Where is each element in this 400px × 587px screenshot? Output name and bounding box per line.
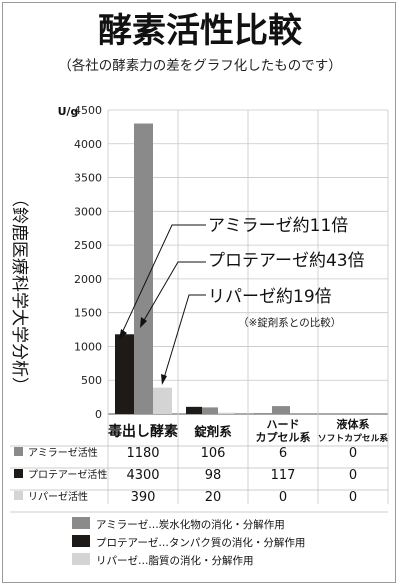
ytick-label: 2000 [74, 273, 102, 286]
ytick-label: 3000 [74, 205, 102, 218]
ytick-label: 3500 [74, 172, 102, 185]
row-swatch [14, 469, 23, 478]
row-swatch [14, 447, 23, 456]
arrowhead-protease [140, 317, 147, 328]
table-cell: 1180 [126, 446, 159, 461]
arrowhead-amylase [119, 329, 127, 340]
unit-label: U/g [58, 105, 79, 118]
outer-frame [2, 2, 396, 583]
bar-1-0 [134, 123, 153, 414]
annotation-lipase: リパーゼ約19倍 [208, 287, 332, 307]
ytick-label: 2500 [74, 239, 102, 252]
ytick-label: 1000 [74, 340, 102, 353]
category-label: ハード [267, 418, 300, 431]
bar-0-1 [186, 406, 202, 414]
category-label: カプセル系 [256, 430, 311, 444]
page-title: 酵素活性比較 [98, 11, 303, 51]
legend-label: プロテアーゼ…タンパク質の消化・分解作用 [96, 536, 305, 549]
annotation-protease: プロテアーゼ約43倍 [208, 251, 365, 271]
row-header: リパーゼ活性 [28, 490, 88, 503]
table-cell: 0 [349, 468, 357, 483]
ytick-label: 4000 [74, 138, 102, 151]
annotation-amylase: アミラーゼ約11倍 [208, 216, 348, 236]
bar-1-2 [272, 406, 290, 414]
table-cell: 0 [279, 490, 287, 505]
table-cell: 0 [349, 490, 357, 505]
arrowhead-lipase [161, 374, 167, 385]
arrow-protease [142, 261, 206, 323]
bar-1-1 [202, 407, 218, 414]
row-header: プロテアーゼ活性 [28, 468, 107, 481]
table-cell: 390 [131, 490, 156, 505]
ytick-label: 0 [95, 408, 102, 421]
table-cell: 117 [271, 468, 296, 483]
legend-swatch [72, 535, 90, 547]
side-label: （鈴鹿医療科学大学分析） [9, 190, 29, 394]
row-header: アミラーゼ活性 [28, 446, 98, 459]
table-cell: 6 [279, 446, 287, 461]
category-label: 錠剤系 [194, 424, 232, 439]
legend-label: アミラーゼ…炭水化物の消化・分解作用 [96, 518, 285, 531]
annotation-note: （※錠剤系との比較） [238, 316, 341, 329]
category-label: 液体系 [337, 417, 370, 431]
bar-0-0 [115, 334, 134, 414]
ytick-label: 1500 [74, 307, 102, 320]
table-cell: 20 [205, 490, 222, 505]
table-cell: 98 [205, 468, 222, 483]
bar-2-0 [153, 387, 172, 414]
arrow-lipase [163, 294, 206, 379]
bar-2-1 [218, 412, 234, 414]
table-cell: 0 [349, 446, 357, 461]
legend-swatch [72, 553, 90, 565]
page-subtitle: （各社の酵素力の差をグラフ化したものです） [58, 58, 342, 74]
ytick-label: 500 [81, 374, 102, 387]
ytick-label: 4500 [74, 104, 102, 117]
table-cell: 106 [201, 446, 226, 461]
category-label: 毒出し酵素 [108, 423, 178, 440]
legend-swatch [72, 517, 90, 529]
legend-label: リパーゼ…脂質の消化・分解作用 [96, 554, 254, 567]
row-swatch [14, 491, 23, 500]
arrow-amylase [121, 224, 206, 334]
category-label: ソフトカプセル系 [318, 432, 389, 444]
table-cell: 4300 [126, 468, 159, 483]
